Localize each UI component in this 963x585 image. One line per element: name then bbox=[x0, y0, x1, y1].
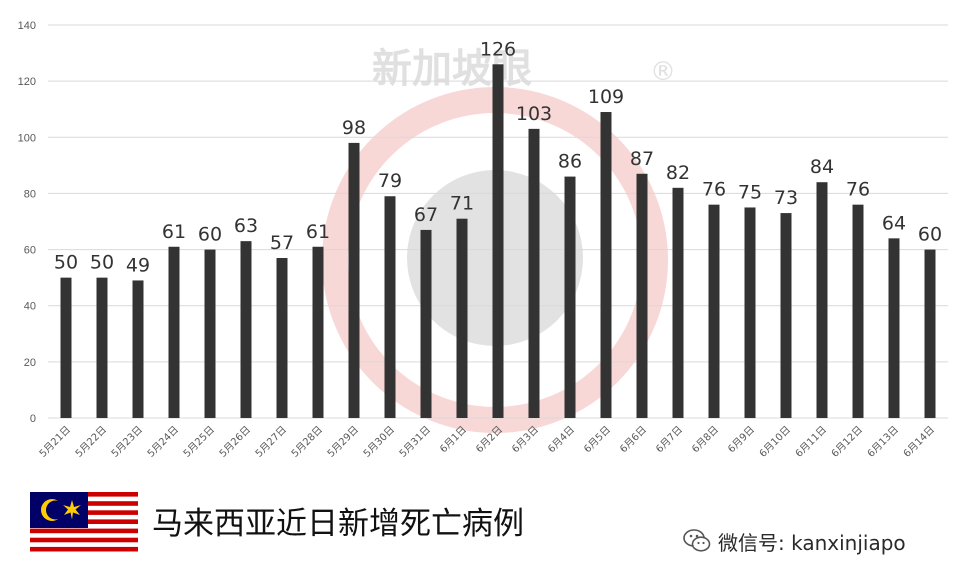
data-label: 63 bbox=[234, 215, 258, 237]
bar bbox=[60, 277, 72, 418]
data-label: 61 bbox=[162, 221, 186, 243]
x-tick-label: 6月6日 bbox=[617, 424, 649, 456]
bar bbox=[240, 241, 252, 418]
bar bbox=[600, 112, 612, 419]
bar bbox=[96, 277, 108, 418]
x-tick-label: 6月14日 bbox=[901, 424, 937, 460]
bar bbox=[492, 64, 504, 419]
data-label: 61 bbox=[306, 221, 330, 243]
bar bbox=[420, 229, 432, 418]
bar bbox=[456, 218, 468, 418]
data-label: 87 bbox=[630, 148, 654, 170]
x-tick-label: 6月10日 bbox=[757, 424, 793, 460]
footer: 马来西亚近日新增死亡病例 微信号: kanxinjiapo bbox=[0, 488, 963, 585]
bar bbox=[636, 173, 648, 418]
bar bbox=[204, 249, 216, 418]
data-label: 71 bbox=[450, 193, 474, 215]
data-label: 64 bbox=[882, 212, 906, 234]
bar bbox=[168, 246, 180, 418]
bar bbox=[384, 196, 396, 418]
bar bbox=[672, 187, 684, 418]
wechat-id-text: 微信号: kanxinjiapo bbox=[718, 530, 906, 555]
x-tick-label: 5月31日 bbox=[397, 424, 433, 460]
x-tick-label: 5月26日 bbox=[217, 424, 253, 460]
data-label: 57 bbox=[270, 232, 294, 254]
x-tick-label: 6月5日 bbox=[581, 424, 613, 456]
y-tick-label: 140 bbox=[18, 20, 36, 32]
watermark-registered: ® bbox=[650, 57, 676, 87]
bar bbox=[924, 249, 936, 418]
bar bbox=[528, 128, 540, 418]
y-tick-label: 20 bbox=[24, 357, 36, 369]
malaysia-flag-icon bbox=[30, 492, 138, 556]
watermark-text: 新加坡眼 bbox=[372, 46, 532, 92]
bar bbox=[312, 246, 324, 418]
chart-caption: 马来西亚近日新增死亡病例 bbox=[152, 506, 524, 542]
x-tick-label: 6月13日 bbox=[865, 424, 901, 460]
data-label: 60 bbox=[198, 224, 222, 246]
data-labels: 50 50 49 61 60 63 57 61 98 79 67 71 126 103 86 109 87 82 7… bbox=[54, 38, 942, 276]
x-tick-label: 5月29日 bbox=[325, 424, 361, 460]
bar bbox=[852, 204, 864, 418]
x-tick-label: 5月28日 bbox=[289, 424, 325, 460]
bar bbox=[888, 238, 900, 418]
bar bbox=[132, 280, 144, 418]
wechat-id: 微信号: kanxinjiapo bbox=[682, 526, 906, 556]
y-tick-label: 40 bbox=[24, 301, 36, 313]
x-tick-label: 6月7日 bbox=[653, 424, 685, 456]
bar bbox=[708, 204, 720, 418]
y-tick-label: 60 bbox=[24, 245, 36, 257]
data-label: 98 bbox=[342, 117, 366, 139]
data-label: 60 bbox=[918, 224, 942, 246]
x-tick-label: 5月30日 bbox=[361, 424, 397, 460]
data-label: 50 bbox=[54, 252, 78, 274]
data-label: 67 bbox=[414, 204, 438, 226]
data-label: 109 bbox=[588, 86, 624, 108]
bar bbox=[780, 213, 792, 418]
wechat-icon bbox=[683, 529, 711, 552]
bars bbox=[60, 64, 936, 419]
y-tick-label: 100 bbox=[18, 132, 36, 144]
data-label: 76 bbox=[846, 179, 870, 201]
data-label: 50 bbox=[90, 252, 114, 274]
y-tick-label: 120 bbox=[18, 76, 36, 88]
y-axis-tick-labels: 0 20 40 60 80 100 120 140 bbox=[18, 20, 36, 425]
data-label: 103 bbox=[516, 103, 552, 125]
x-tick-label: 5月24日 bbox=[145, 424, 181, 460]
y-tick-label: 80 bbox=[24, 188, 36, 200]
bar bbox=[564, 176, 576, 418]
bar bbox=[816, 182, 828, 418]
data-label: 73 bbox=[774, 187, 798, 209]
x-tick-label: 5月22日 bbox=[73, 424, 109, 460]
x-tick-label: 6月1日 bbox=[437, 424, 469, 456]
bar bbox=[348, 142, 360, 418]
data-label: 49 bbox=[126, 254, 150, 276]
x-tick-label: 5月21日 bbox=[37, 424, 73, 460]
x-tick-label: 5月27日 bbox=[253, 424, 289, 460]
bar bbox=[276, 257, 288, 418]
x-tick-label: 6月12日 bbox=[829, 424, 865, 460]
data-label: 76 bbox=[702, 179, 726, 201]
data-label: 79 bbox=[378, 170, 402, 192]
x-tick-label: 5月23日 bbox=[109, 424, 145, 460]
bar bbox=[744, 207, 756, 418]
x-tick-label: 6月9日 bbox=[725, 424, 757, 456]
x-tick-label: 6月8日 bbox=[689, 424, 721, 456]
data-label: 86 bbox=[558, 151, 582, 173]
data-label: 82 bbox=[666, 162, 690, 184]
x-tick-label: 5月25日 bbox=[181, 424, 217, 460]
data-label: 75 bbox=[738, 181, 762, 203]
x-tick-label: 6月4日 bbox=[545, 424, 577, 456]
x-tick-label: 6月11日 bbox=[793, 424, 829, 460]
bar-chart: 新加坡眼 ® 0 20 40 60 80 100 120 140 50 50 49 61 60 63 57… bbox=[18, 20, 948, 460]
data-label: 126 bbox=[480, 38, 516, 60]
data-label: 84 bbox=[810, 156, 834, 178]
y-tick-label: 0 bbox=[30, 413, 36, 425]
